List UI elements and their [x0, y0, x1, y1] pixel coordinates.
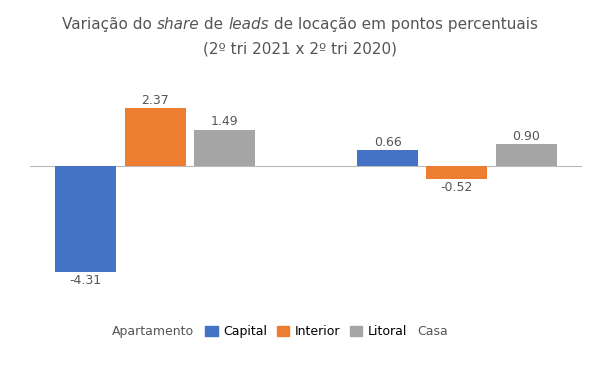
Text: de: de	[199, 17, 229, 32]
Text: (2º tri 2021 x 2º tri 2020): (2º tri 2021 x 2º tri 2020)	[203, 41, 397, 57]
Text: leads: leads	[229, 17, 269, 32]
Text: Variação do: Variação do	[62, 17, 157, 32]
Legend: Capital, Interior, Litoral: Capital, Interior, Litoral	[200, 320, 412, 343]
Bar	[496, 144, 557, 166]
Bar	[55, 166, 116, 272]
Text: -0.52: -0.52	[441, 181, 473, 194]
Text: Apartamento: Apartamento	[112, 325, 194, 338]
Text: 1.49: 1.49	[211, 115, 238, 128]
Text: 2.37: 2.37	[141, 94, 169, 107]
Bar	[427, 166, 487, 179]
Text: Casa: Casa	[418, 325, 448, 338]
Text: de locação em pontos percentuais: de locação em pontos percentuais	[269, 17, 538, 32]
Text: 0.90: 0.90	[512, 130, 540, 143]
Bar	[357, 150, 418, 166]
Bar	[194, 130, 255, 166]
Text: -4.31: -4.31	[70, 273, 102, 287]
Text: share: share	[157, 17, 199, 32]
Bar	[125, 108, 185, 166]
Text: 0.66: 0.66	[374, 135, 401, 149]
